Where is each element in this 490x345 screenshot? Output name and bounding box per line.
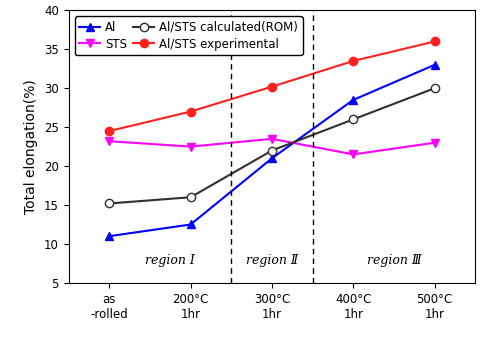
Legend: Al, STS, Al/STS calculated(ROM), Al/STS experimental: Al, STS, Al/STS calculated(ROM), Al/STS … [74,16,303,55]
STS [269,137,275,141]
Text: region Ⅲ: region Ⅲ [367,254,421,267]
Al/STS experimental [106,129,112,133]
Line: Al: Al [105,61,439,240]
Al/STS experimental [269,85,275,89]
Al/STS experimental [432,39,438,43]
Line: Al/STS experimental: Al/STS experimental [105,37,439,135]
STS [432,141,438,145]
Al/STS experimental [188,109,194,114]
Al/STS calculated(ROM) [432,86,438,90]
Text: region Ⅰ: region Ⅰ [146,254,195,267]
Al [269,156,275,160]
Al/STS calculated(ROM) [350,117,356,121]
Al [106,234,112,238]
Text: region Ⅱ: region Ⅱ [246,254,298,267]
Y-axis label: Total elongation(%): Total elongation(%) [24,79,38,214]
Al/STS calculated(ROM) [106,201,112,206]
STS [106,139,112,143]
Al/STS calculated(ROM) [269,148,275,152]
Line: STS: STS [105,135,439,159]
Al [188,223,194,227]
Line: Al/STS calculated(ROM): Al/STS calculated(ROM) [105,84,439,208]
Al/STS experimental [350,59,356,63]
Al [432,63,438,67]
STS [350,152,356,157]
Al/STS calculated(ROM) [188,195,194,199]
STS [188,145,194,149]
Al [350,98,356,102]
